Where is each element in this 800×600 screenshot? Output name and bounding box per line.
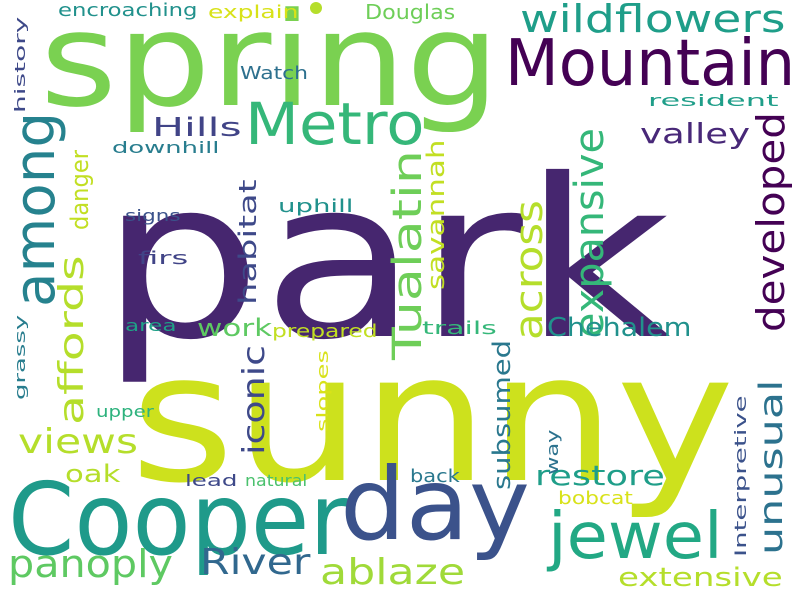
word-views: views: [18, 422, 139, 462]
word-valley: valley: [640, 117, 751, 150]
word-mountain: Mountain: [505, 27, 796, 101]
word-resident: resident: [648, 91, 779, 110]
word-work: work: [197, 314, 273, 342]
word-extensive: extensive: [618, 563, 783, 593]
word-history: history: [13, 16, 29, 113]
word-metro: Metro: [245, 90, 425, 158]
word-cooper: Cooper: [8, 461, 349, 578]
word-restore: restore: [535, 459, 665, 492]
word-unusual: unusual: [752, 379, 790, 555]
word-habitat: habitat: [234, 179, 262, 305]
word-iconic: iconic: [237, 344, 272, 455]
word-back: back: [410, 466, 460, 487]
word-area: area: [125, 316, 177, 335]
word-hills: Hills: [152, 113, 242, 143]
word-across: across: [507, 200, 551, 340]
word-oak: oak: [65, 460, 121, 488]
word-douglas: Douglas: [365, 0, 456, 24]
word-grassy: grassy: [13, 314, 29, 400]
word-wildflowers: wildflowers: [520, 0, 786, 41]
word-park: park: [100, 132, 671, 388]
word-trails: trails: [422, 318, 497, 339]
word-affords: affords: [52, 255, 92, 425]
word-way: way: [543, 429, 562, 475]
dot-mark: [310, 2, 322, 14]
word-downhill: downhill: [112, 138, 220, 157]
word-lead: lead: [185, 471, 238, 490]
word-bobcat: bobcat: [558, 488, 633, 509]
word-prepared: prepared: [272, 321, 378, 342]
word-explain: explain: [208, 2, 299, 23]
word-signs: signs: [125, 206, 181, 225]
word-encroaching: encroaching: [58, 0, 198, 21]
word-chehalem: Chehalem: [547, 313, 692, 343]
word-river: River: [200, 542, 311, 583]
word-firs: firs: [138, 248, 189, 269]
word-interpretive: Interpretive: [731, 395, 750, 557]
word-slopes: slopes: [313, 350, 332, 432]
word-watch: Watch: [240, 63, 309, 84]
word-developed: developed: [749, 112, 793, 332]
word-expansive: expansive: [567, 128, 613, 338]
word-upper: upper: [96, 402, 154, 421]
word-uphill: uphill: [278, 196, 354, 217]
word-savannah: savannah: [422, 139, 450, 290]
word-jewel: jewel: [548, 500, 723, 574]
word-subsumed: subsumed: [488, 339, 516, 490]
word-panoply: panoply: [8, 542, 173, 586]
word-sunny: sunny: [130, 315, 735, 522]
word-natural: natural: [245, 471, 308, 490]
word-ablaze: ablaze: [320, 552, 466, 593]
word-spring: spring: [40, 0, 500, 136]
word-day: day: [340, 446, 531, 563]
word-danger: danger: [66, 149, 94, 230]
